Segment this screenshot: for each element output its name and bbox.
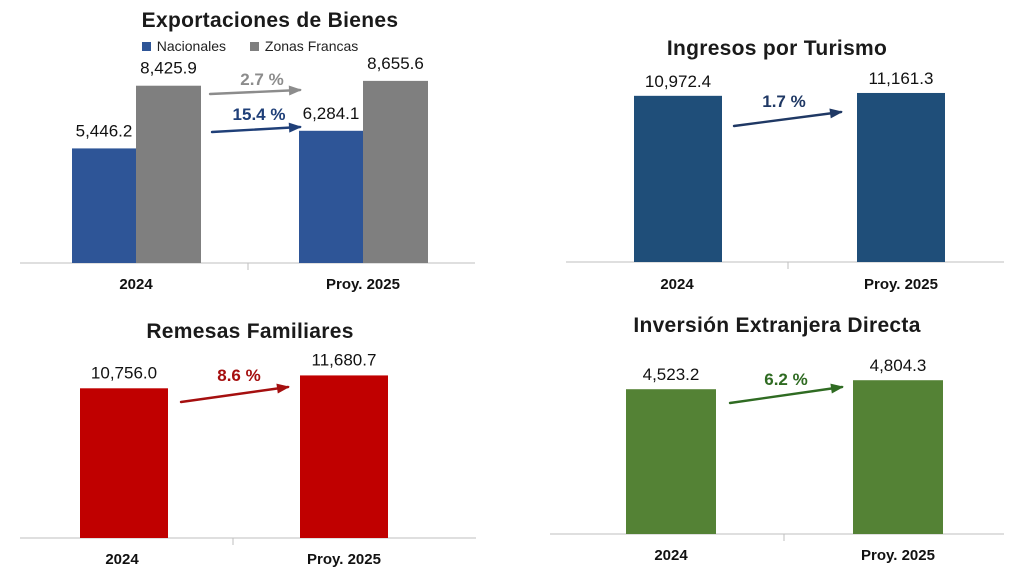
fdi-category-label-0: 2024	[654, 547, 688, 564]
legend-label-nacionales: Nacionales	[156, 38, 226, 54]
tourism-growth-label-0: 1.7 %	[762, 92, 805, 111]
exports-chart-title: Exportaciones de Bienes	[141, 9, 399, 32]
fdi-bar-1-0	[853, 380, 943, 534]
tourism-category-label-1: Proy. 2025	[864, 276, 938, 293]
exports-category-label-1: Proy. 2025	[326, 276, 400, 293]
remittances-chart-svg: 10,756.0 2024 11,680.7 Proy. 2025 8.6 %	[20, 350, 476, 568]
exports-growth-arrow-1-shaft	[210, 125, 302, 134]
exports-bar-1-1	[363, 80, 428, 264]
tourism-growth-arrow-0-shaft	[732, 110, 843, 128]
fdi-value-label-0-0: 4,523.2	[643, 365, 700, 384]
remittances-growth-label-0: 8.6 %	[217, 366, 260, 385]
legend-item-zonas-francas: Zonas Francas	[249, 38, 359, 54]
exports-bar-0-1	[136, 85, 201, 264]
tourism-bar-1-0	[857, 92, 945, 263]
remittances-value-label-1-0: 11,680.7	[312, 350, 377, 369]
remittances-growth-arrow-0-shaft	[179, 385, 290, 404]
tourism-growth-arrow-0-head	[829, 108, 843, 119]
tourism-chart-svg: 10,972.4 2024 11,161.3 Proy. 2025 1.7 %	[566, 69, 1004, 293]
fdi-growth-arrow-0-head	[830, 383, 844, 394]
fdi-chart-title: Inversión Extranjera Directa	[633, 314, 921, 337]
exports-growth-arrow-1-head	[288, 122, 302, 133]
tourism-chart-title: Ingresos por Turismo	[666, 37, 888, 60]
exports-value-label-1-1: 8,655.6	[367, 54, 424, 73]
tourism-category-label-0: 2024	[660, 276, 694, 293]
tourism-bar-0-0	[634, 95, 722, 262]
exports-category-label-0: 2024	[119, 276, 153, 293]
tourism-value-label-1-0: 11,161.3	[869, 69, 934, 88]
exports-growth-label-0: 2.7 %	[240, 70, 283, 89]
exports-growth-arrow-0-head	[288, 85, 302, 96]
exports-growth-arrow-0-shaft	[208, 88, 302, 96]
remittances-category-label-1: Proy. 2025	[307, 551, 381, 568]
legend-swatch-nacionales	[141, 42, 151, 51]
exports-bar-1-0	[299, 130, 363, 263]
exports-value-label-0-1: 8,425.9	[140, 59, 197, 78]
exports-legend: Nacionales Zonas Francas	[0, 38, 500, 54]
remittances-category-label-0: 2024	[105, 551, 139, 568]
fdi-chart-panel: Inversión Extranjera Directa 4,523.2 2024…	[530, 300, 1024, 588]
exports-value-label-0-0: 5,446.2	[76, 121, 133, 140]
exports-bar-0-0	[72, 148, 136, 263]
fdi-chart-svg: 4,523.2 2024 4,804.3 Proy. 2025 6.2 %	[550, 356, 1004, 564]
remittances-bar-1-0	[300, 375, 388, 538]
exports-chart-panel: Exportaciones de Bienes Nacionales Zonas…	[0, 0, 500, 300]
remittances-chart-panel: Remesas Familiares 10,756.0 2024 11,680.7 P…	[0, 300, 500, 588]
tourism-chart-panel: Ingresos por Turismo 10,972.4 2024 11,161.…	[530, 0, 1024, 300]
remittances-growth-arrow-0-head	[276, 383, 290, 394]
fdi-bar-0-0	[626, 389, 716, 534]
fdi-category-label-1: Proy. 2025	[861, 547, 935, 564]
remittances-value-label-0-0: 10,756.0	[91, 363, 157, 382]
exports-value-label-1-0: 6,284.1	[303, 104, 360, 123]
fdi-value-label-1-0: 4,804.3	[870, 356, 927, 375]
exports-chart-svg: 5,446.2 8,425.9 2024 6,284.1 8,655.6 Proy. 20…	[20, 54, 475, 293]
fdi-growth-label-0: 6.2 %	[764, 370, 807, 389]
tourism-value-label-0-0: 10,972.4	[645, 72, 711, 91]
fdi-growth-arrow-0-shaft	[728, 385, 844, 405]
legend-swatch-zonas-francas	[249, 42, 259, 51]
exports-growth-label-1: 15.4 %	[233, 105, 286, 124]
legend-item-nacionales: Nacionales	[141, 38, 226, 54]
remittances-chart-title: Remesas Familiares	[146, 320, 354, 343]
remittances-bar-0-0	[80, 388, 168, 538]
legend-label-zonas-francas: Zonas Francas	[264, 38, 359, 54]
